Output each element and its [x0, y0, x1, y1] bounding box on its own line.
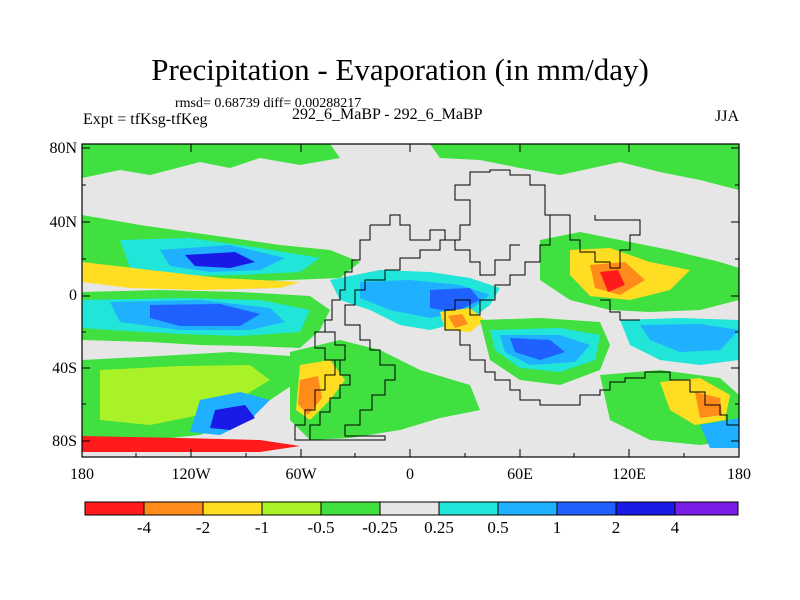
y-tick-label-80n: 80N: [49, 140, 77, 157]
colorbar-label: 4: [670, 518, 680, 537]
colorbar-box-10: [615, 501, 676, 516]
x-tick-label-180w: 180: [70, 466, 94, 483]
y-tick-label-40n: 40N: [49, 214, 77, 231]
case-label: 292_6_MaBP - 292_6_MaBP: [292, 106, 483, 123]
field-indian-darkblue: [510, 338, 565, 360]
field-pacific-band-darkblue: [185, 252, 255, 268]
stats-label: rmsd= 0.68739 diff= 0.00288217: [175, 96, 362, 111]
colorbar-label: -1: [254, 518, 270, 537]
field-tropical-pacific-darkblue: [150, 304, 260, 326]
x-tick-label-120w: 120W: [171, 466, 211, 483]
colorbar-label: -0.25: [362, 518, 398, 537]
colorbar-box-4: [261, 501, 322, 516]
colorbar-label: 0.5: [487, 518, 509, 537]
colorbar-box-7: [438, 501, 499, 516]
field-africa-orange: [448, 314, 468, 328]
colorbar-label: -4: [136, 518, 152, 537]
field-south-pacific-darkblue: [210, 405, 255, 430]
field-asia-red: [600, 270, 625, 292]
colorbar-box-2: [143, 501, 204, 516]
field-wpacific-blue: [640, 324, 739, 352]
x-tick-label-120e: 120E: [612, 466, 646, 483]
coastlines: [294, 169, 739, 441]
x-tick-label-60w: 60W: [285, 466, 317, 483]
coastline-south-pacific: [600, 299, 640, 321]
colorbar-box-5: [320, 501, 381, 516]
x-tick-label-180e: 180: [727, 466, 751, 483]
colorbar-label: 0.25: [424, 518, 454, 537]
coastline-asia: [545, 214, 641, 269]
colorbar-box-11: [674, 501, 739, 516]
colorbar-label: -0.5: [307, 518, 335, 537]
coastline-americas-africa: [294, 169, 739, 441]
y-tick-label-40s: 40S: [52, 360, 77, 377]
field-samerica-orange: [298, 376, 322, 415]
colorbar-box-3: [202, 501, 263, 516]
field-north-pacific-green: [82, 144, 340, 178]
coastline-north-america: [370, 214, 520, 276]
colorbar: [84, 501, 739, 516]
colorbar-label: 1: [552, 518, 562, 537]
plot-title: Precipitation - Evaporation (in mm/day): [151, 52, 649, 87]
colorbar-box-8: [497, 501, 558, 516]
y-ticks: [82, 147, 739, 442]
colorbar-box-1: [84, 501, 145, 516]
x-tick-label-60e: 60E: [507, 466, 533, 483]
x-tick-label-0: 0: [406, 466, 414, 483]
season-label: JJA: [715, 108, 740, 125]
field-south-pacific-yellow: [100, 365, 270, 425]
colorbar-label: -2: [195, 518, 211, 537]
colorbar-label: 2: [611, 518, 621, 537]
field-south-pacific-red: [82, 436, 300, 452]
coastline-samerica-east: [309, 331, 351, 440]
y-tick-label-0: 0: [69, 287, 77, 304]
colorbar-box-9: [556, 501, 617, 516]
precip-evap-field: [82, 144, 739, 457]
y-tick-label-80s: 80S: [52, 433, 77, 450]
x-ticks: [135, 144, 685, 457]
field-pacific-band-yellow: [82, 262, 300, 290]
colorbar-box-6: [379, 501, 440, 516]
field-arctic-green-2: [430, 144, 739, 190]
experiment-label: Expt = tfKsg-tfKeg: [83, 111, 208, 128]
